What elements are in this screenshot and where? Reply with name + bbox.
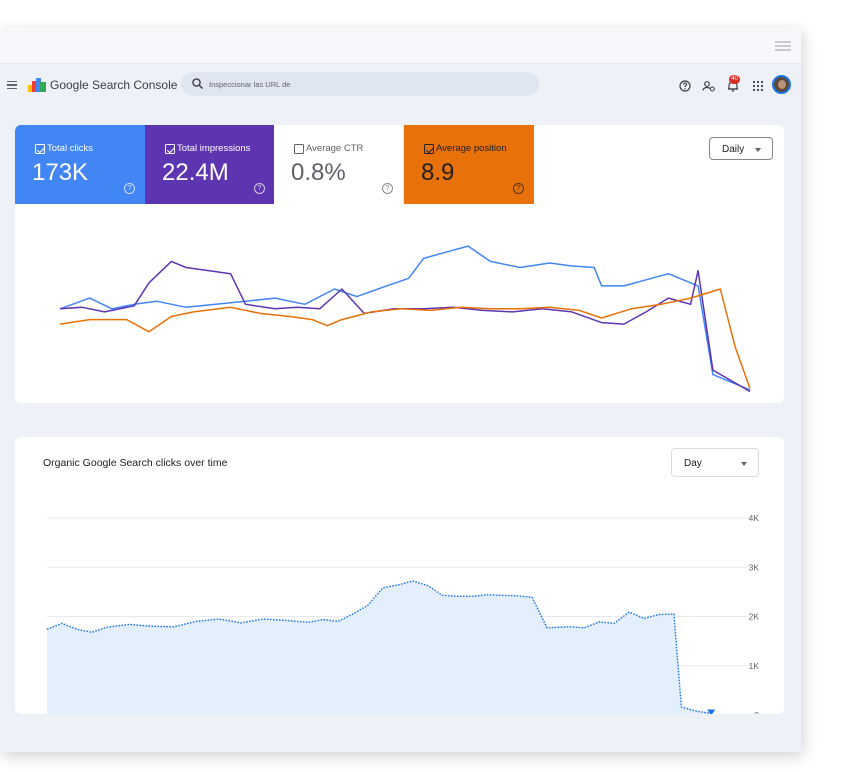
- metric-total-clicks[interactable]: Total clicks 173K ?: [15, 125, 145, 204]
- metric-average-position[interactable]: Average position 8.9 ?: [404, 125, 534, 204]
- series-line: [46, 580, 712, 714]
- y-tick-label: 4K: [749, 513, 760, 523]
- search-icon[interactable]: [191, 77, 205, 91]
- x-tick-label: 2/21/26: [283, 402, 312, 403]
- x-tick-label: 4/12/26: [654, 402, 683, 403]
- metric-label: Total clicks: [33, 143, 93, 154]
- organic-clicks-card: 01K2K3K4K25Jan01Feb08152201Mar0815222905…: [15, 437, 784, 714]
- performance-line-chart: 1/22/26 2/1/26 2/11/26 2/21/26 3/3/26 3/13/26…: [59, 245, 751, 403]
- checkbox-unchecked-icon[interactable]: [294, 144, 304, 154]
- help-icon[interactable]: ?: [254, 183, 265, 194]
- metric-label: Average CTR: [292, 143, 363, 154]
- x-tick-label: 3/23/26: [506, 402, 535, 403]
- search-console-logo: [28, 78, 46, 92]
- organic-clicks-area-chart: 01K2K3K4K25Jan01Feb08152201Mar0815222905…: [46, 513, 760, 714]
- metric-label-text: Total impressions: [177, 143, 251, 154]
- checkbox-checked-icon[interactable]: [35, 144, 45, 154]
- x-tick-label: 3/3/26: [360, 402, 384, 403]
- url-inspection-search[interactable]: [181, 72, 539, 96]
- browser-window: Google Search Console 40: [0, 28, 801, 752]
- metric-label-text: Average position: [436, 143, 507, 154]
- series-line-3: [59, 288, 751, 389]
- help-icon[interactable]: [678, 79, 692, 93]
- series-line-1: [59, 245, 751, 391]
- metric-value: 8.9: [421, 159, 455, 186]
- metric-value: 22.4M: [162, 159, 229, 186]
- dropdown-value: Day: [684, 458, 702, 469]
- metric-label: Average position: [422, 143, 507, 154]
- metric-average-ctr[interactable]: Average CTR 0.8% ?: [274, 125, 404, 204]
- metric-label: Total impressions: [163, 143, 250, 154]
- metric-value: 173K: [32, 159, 89, 186]
- metric-label-text: Average CTR: [306, 143, 364, 154]
- metric-total-impressions[interactable]: Total impressions 22.4M ?: [145, 125, 275, 204]
- y-tick-label: 3K: [749, 562, 760, 572]
- checkbox-checked-icon[interactable]: [165, 144, 175, 154]
- help-icon[interactable]: ?: [124, 183, 135, 194]
- area-fill: [47, 581, 712, 714]
- day-dropdown[interactable]: Day: [671, 448, 759, 477]
- metric-value: 0.8%: [291, 159, 346, 186]
- help-icon[interactable]: ?: [382, 183, 393, 194]
- x-tick-label: 3/13/26: [432, 402, 461, 403]
- series-line-2: [59, 260, 751, 393]
- dropdown-value: Daily: [722, 144, 745, 155]
- y-tick-label: 0: [754, 710, 759, 714]
- notification-badge: 40: [729, 75, 740, 84]
- caret-down-icon: [755, 148, 761, 152]
- url-inspection-input[interactable]: [209, 76, 509, 92]
- y-tick-label: 2K: [749, 612, 760, 622]
- app-header: Google Search Console 40: [0, 64, 801, 106]
- caret-down-icon: [741, 462, 747, 466]
- product-name[interactable]: Google Search Console: [50, 78, 178, 92]
- help-icon[interactable]: ?: [513, 183, 524, 194]
- avatar[interactable]: [772, 75, 791, 94]
- x-tick-label: 2/11/26: [209, 402, 237, 403]
- x-tick-label: 2/1/26: [137, 402, 161, 403]
- annotation-marker-icon[interactable]: [707, 709, 716, 714]
- window-bar: [0, 28, 801, 64]
- x-tick-label: 1/22/26: [61, 402, 90, 403]
- metric-label-text: Total clicks: [47, 143, 93, 154]
- card-title: Organic Google Search clicks over time: [43, 457, 228, 469]
- checkbox-checked-icon[interactable]: [424, 144, 434, 154]
- menu-icon[interactable]: [7, 81, 17, 89]
- granularity-dropdown[interactable]: Daily: [709, 137, 773, 160]
- performance-card: 1/22/26 2/1/26 2/11/26 2/21/26 3/3/26 3/13/26…: [15, 125, 784, 403]
- window-menu-icon[interactable]: [775, 41, 791, 51]
- y-tick-label: 1K: [749, 661, 760, 671]
- x-tick-label: 4/2/26: [582, 402, 606, 403]
- manage-users-icon[interactable]: [702, 79, 716, 93]
- apps-grid-icon[interactable]: [751, 79, 765, 93]
